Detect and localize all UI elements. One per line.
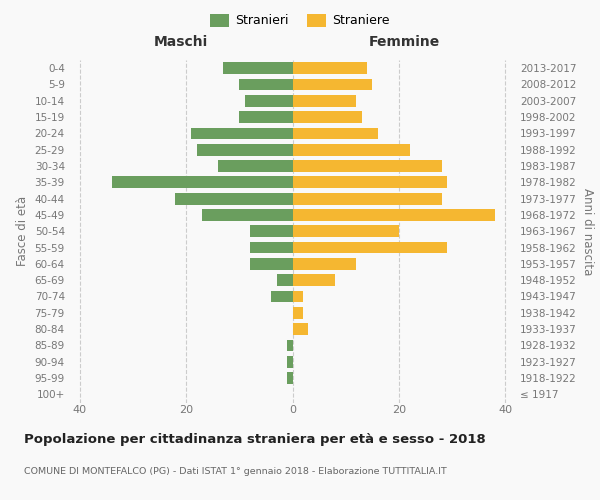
- Bar: [293, 176, 447, 188]
- Text: Femmine: Femmine: [368, 36, 440, 50]
- Bar: [239, 78, 293, 90]
- Bar: [277, 274, 293, 286]
- Bar: [202, 209, 293, 221]
- Bar: [293, 323, 308, 335]
- Bar: [293, 307, 303, 318]
- Bar: [250, 242, 293, 254]
- Bar: [293, 274, 335, 286]
- Bar: [197, 144, 293, 156]
- Bar: [293, 258, 356, 270]
- Bar: [287, 340, 293, 351]
- Y-axis label: Fasce di età: Fasce di età: [16, 196, 29, 266]
- Bar: [293, 193, 442, 204]
- Bar: [239, 111, 293, 123]
- Bar: [293, 226, 399, 237]
- Bar: [293, 160, 442, 172]
- Bar: [250, 258, 293, 270]
- Bar: [287, 372, 293, 384]
- Bar: [293, 95, 356, 106]
- Bar: [293, 209, 495, 221]
- Bar: [293, 62, 367, 74]
- Bar: [293, 111, 362, 123]
- Bar: [293, 144, 410, 156]
- Bar: [293, 242, 447, 254]
- Bar: [218, 160, 293, 172]
- Bar: [191, 128, 293, 140]
- Bar: [250, 226, 293, 237]
- Bar: [287, 356, 293, 368]
- Legend: Stranieri, Straniere: Stranieri, Straniere: [205, 8, 395, 32]
- Bar: [223, 62, 293, 74]
- Text: COMUNE DI MONTEFALCO (PG) - Dati ISTAT 1° gennaio 2018 - Elaborazione TUTTITALIA: COMUNE DI MONTEFALCO (PG) - Dati ISTAT 1…: [24, 468, 447, 476]
- Bar: [112, 176, 293, 188]
- Bar: [293, 290, 303, 302]
- Text: Maschi: Maschi: [154, 36, 208, 50]
- Bar: [293, 78, 373, 90]
- Bar: [293, 128, 377, 140]
- Text: Popolazione per cittadinanza straniera per età e sesso - 2018: Popolazione per cittadinanza straniera p…: [24, 432, 486, 446]
- Bar: [175, 193, 293, 204]
- Y-axis label: Anni di nascita: Anni di nascita: [581, 188, 593, 275]
- Bar: [245, 95, 293, 106]
- Bar: [271, 290, 293, 302]
